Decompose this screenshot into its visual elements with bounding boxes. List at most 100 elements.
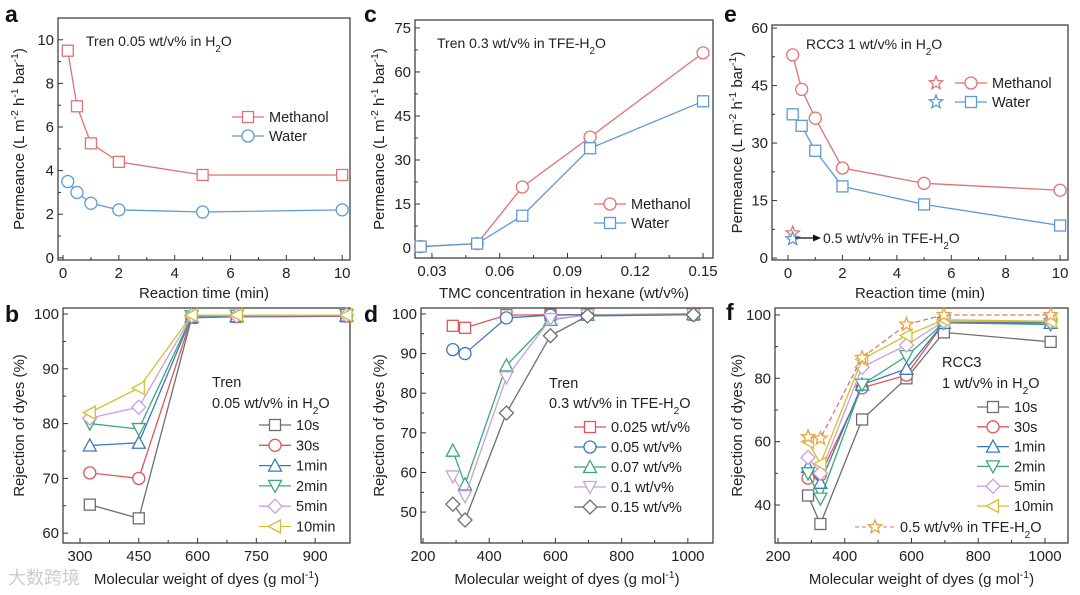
panel-letter: c (364, 1, 377, 27)
y-tick-label: 0 (760, 250, 768, 267)
data-point (446, 319, 459, 332)
data-point (131, 422, 147, 437)
y-tick-label: 60 (751, 20, 768, 37)
y-tick-label: 6 (46, 119, 54, 136)
data-point (853, 348, 871, 365)
series-0-15-wt-v- (444, 306, 702, 528)
data-point (131, 434, 147, 449)
panel-annotation: Tren 0.05 wt/v% in H2O (86, 33, 232, 55)
x-axis-label: Reaction time (min) (139, 285, 269, 302)
data-point (801, 489, 815, 502)
x-tick-label: 2 (838, 265, 846, 282)
y-tick-label: 70 (400, 425, 417, 442)
data-point (696, 95, 710, 108)
x-tick-label: 600 (543, 548, 568, 565)
data-point (498, 371, 515, 386)
extra-annotation: 0.5 wt/v% in TFE-H2O (823, 230, 960, 252)
y-tick-label: 75 (394, 20, 411, 37)
y-tick-label: 70 (42, 470, 59, 487)
legend-marker (268, 418, 282, 432)
x-tick-label: 0.09 (553, 263, 582, 280)
x-tick-label: 6 (226, 265, 234, 282)
panel-f: f 200 400 600 800 1000 40 60 80 100 Molecular weig… (726, 299, 1069, 588)
plot-frame (62, 307, 351, 544)
x-tick-label: 4 (893, 265, 901, 282)
legend-label: 0.07 wt/v% (611, 460, 682, 476)
panel-letter: a (5, 1, 18, 27)
data-point (83, 498, 96, 511)
legend-label: Methanol (631, 197, 691, 213)
y-axis-label: Rejection of dyes (%) (11, 354, 28, 497)
watermark: 大数跨境 (8, 568, 80, 588)
panel-letter: f (726, 299, 734, 325)
legend-label: 1min (1014, 440, 1045, 456)
x-axis-label: Molecular weight of dyes (g mol-1) (454, 569, 679, 588)
data-point (61, 174, 75, 189)
legend-marker (583, 420, 597, 434)
legend-title: Tren (212, 375, 241, 391)
series-line (807, 319, 1051, 466)
y-axis-label: Permeance (L m-2 h-1 bar-1) (727, 52, 746, 234)
series-water (61, 174, 349, 219)
data-point (458, 346, 472, 361)
data-point (457, 490, 473, 505)
data-point (83, 466, 97, 480)
x-axis-label: TMC concentration in hexane (wt/v%) (439, 285, 689, 302)
data-point (583, 142, 597, 155)
data-point (458, 321, 472, 334)
legend-title: RCC3 (942, 355, 981, 371)
data-point (445, 470, 461, 485)
y-tick-label: 60 (754, 434, 771, 451)
data-point (228, 307, 243, 323)
y-tick-label: 80 (42, 416, 59, 433)
legend-label: 0.025 wt/v% (611, 420, 690, 436)
y-tick-label: 60 (394, 64, 411, 81)
data-point (70, 185, 84, 200)
plot-frame (774, 307, 1069, 544)
legend-marker (986, 420, 1000, 434)
y-tick-label: 15 (394, 196, 411, 213)
data-point (835, 161, 850, 175)
y-tick-label: 4 (46, 163, 54, 180)
data-point (499, 311, 514, 325)
y-tick-label: 8 (46, 75, 54, 92)
data-point (696, 46, 710, 60)
legend-label: 30s (1014, 420, 1037, 436)
data-point (498, 357, 515, 372)
panel-letter: e (724, 1, 737, 27)
x-tick-label: 8 (282, 265, 290, 282)
data-point (335, 203, 349, 217)
x-tick-label: 300 (67, 548, 92, 565)
x-axis-label: Reaction time (min) (855, 285, 985, 302)
y-tick-label: 0 (403, 240, 411, 257)
y-tick-label: 30 (751, 135, 768, 152)
x-tick-label: 0 (59, 265, 67, 282)
panel-c: c 0.03 0.06 0.09 0.12 0.15 0 15 30 45 60 75 TMC conc… (364, 1, 718, 302)
data-point (583, 130, 597, 144)
data-point (132, 512, 145, 525)
legend-label: Methanol (269, 110, 329, 126)
data-point (84, 137, 98, 150)
data-point (685, 306, 702, 323)
y-tick-label: 60 (400, 464, 417, 481)
data-point (61, 44, 74, 57)
y-tick-label: 0 (46, 250, 54, 267)
data-point (516, 209, 529, 222)
data-point (795, 119, 808, 132)
data-point (1053, 183, 1067, 197)
legend-marker (267, 479, 283, 494)
data-point (70, 100, 84, 113)
series-line (67, 50, 343, 176)
x-tick-label: 900 (303, 548, 328, 565)
x-tick-label: 1000 (671, 548, 704, 565)
y-axis-label: Rejection of dyes (%) (729, 354, 746, 497)
x-tick-label: 0.15 (688, 263, 717, 280)
legend-title: 1 wt/v% in H2O (942, 376, 1040, 397)
y-tick-label: 90 (42, 361, 59, 378)
legend-label: 2min (296, 479, 327, 495)
series-10min (81, 307, 353, 421)
data-point (786, 48, 800, 62)
data-point (808, 111, 822, 125)
plot-frame (57, 17, 351, 261)
data-point (195, 205, 210, 219)
